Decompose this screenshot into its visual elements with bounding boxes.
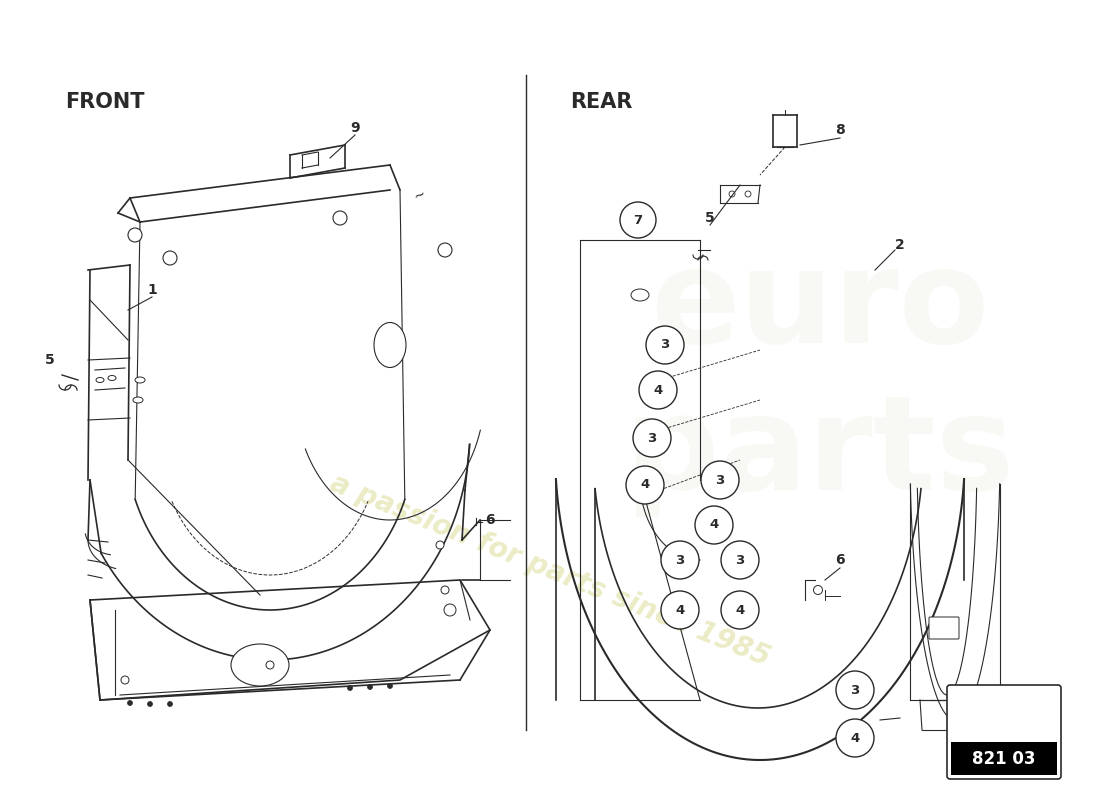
Circle shape — [128, 228, 142, 242]
FancyBboxPatch shape — [947, 685, 1062, 779]
Bar — [952, 742, 1057, 775]
Circle shape — [387, 683, 393, 689]
Text: 3: 3 — [850, 683, 859, 697]
Circle shape — [333, 211, 346, 225]
Circle shape — [646, 326, 684, 364]
Ellipse shape — [135, 377, 145, 383]
Text: 5: 5 — [705, 211, 715, 225]
Circle shape — [620, 202, 656, 238]
Text: REAR: REAR — [570, 92, 632, 112]
Text: 1: 1 — [147, 283, 157, 297]
Text: 4: 4 — [640, 478, 650, 491]
Circle shape — [163, 251, 177, 265]
Ellipse shape — [133, 397, 143, 403]
Ellipse shape — [374, 322, 406, 367]
Text: ~: ~ — [411, 186, 428, 204]
Text: 2: 2 — [895, 238, 905, 252]
Circle shape — [720, 591, 759, 629]
Circle shape — [745, 191, 751, 197]
Text: 3: 3 — [648, 431, 657, 445]
Circle shape — [639, 371, 676, 409]
Text: 4: 4 — [736, 603, 745, 617]
Circle shape — [121, 676, 129, 684]
Ellipse shape — [231, 644, 289, 686]
Ellipse shape — [96, 378, 104, 382]
Text: 821 03: 821 03 — [972, 750, 1036, 768]
Text: 3: 3 — [736, 554, 745, 566]
Circle shape — [438, 243, 452, 257]
Circle shape — [661, 541, 698, 579]
Circle shape — [147, 702, 153, 706]
Text: 6: 6 — [835, 553, 845, 567]
Text: 3: 3 — [660, 338, 670, 351]
Text: euro
parts: euro parts — [625, 243, 1015, 517]
Circle shape — [626, 466, 664, 504]
Circle shape — [836, 671, 874, 709]
Ellipse shape — [631, 289, 649, 301]
Text: a passion for parts since 1985: a passion for parts since 1985 — [326, 469, 774, 671]
Circle shape — [367, 685, 373, 690]
Text: 5: 5 — [45, 353, 55, 367]
Text: 3: 3 — [715, 474, 725, 486]
Circle shape — [266, 661, 274, 669]
Circle shape — [729, 191, 735, 197]
Ellipse shape — [108, 375, 115, 381]
Circle shape — [720, 541, 759, 579]
FancyBboxPatch shape — [930, 617, 959, 639]
Text: 4: 4 — [653, 383, 662, 397]
Circle shape — [695, 506, 733, 544]
Text: 7: 7 — [634, 214, 642, 226]
Circle shape — [814, 586, 823, 594]
Text: FRONT: FRONT — [65, 92, 144, 112]
Circle shape — [836, 719, 874, 757]
Circle shape — [436, 541, 444, 549]
Text: 4: 4 — [675, 603, 684, 617]
Text: 6: 6 — [485, 513, 495, 527]
Circle shape — [167, 702, 173, 706]
Circle shape — [348, 686, 352, 690]
Text: 4: 4 — [850, 731, 859, 745]
Text: 8: 8 — [835, 123, 845, 137]
Circle shape — [661, 591, 698, 629]
Circle shape — [444, 604, 456, 616]
Text: 4: 4 — [710, 518, 718, 531]
Text: 9: 9 — [350, 121, 360, 135]
Circle shape — [701, 461, 739, 499]
Circle shape — [632, 419, 671, 457]
Text: 3: 3 — [675, 554, 684, 566]
Circle shape — [441, 586, 449, 594]
Circle shape — [128, 701, 132, 706]
